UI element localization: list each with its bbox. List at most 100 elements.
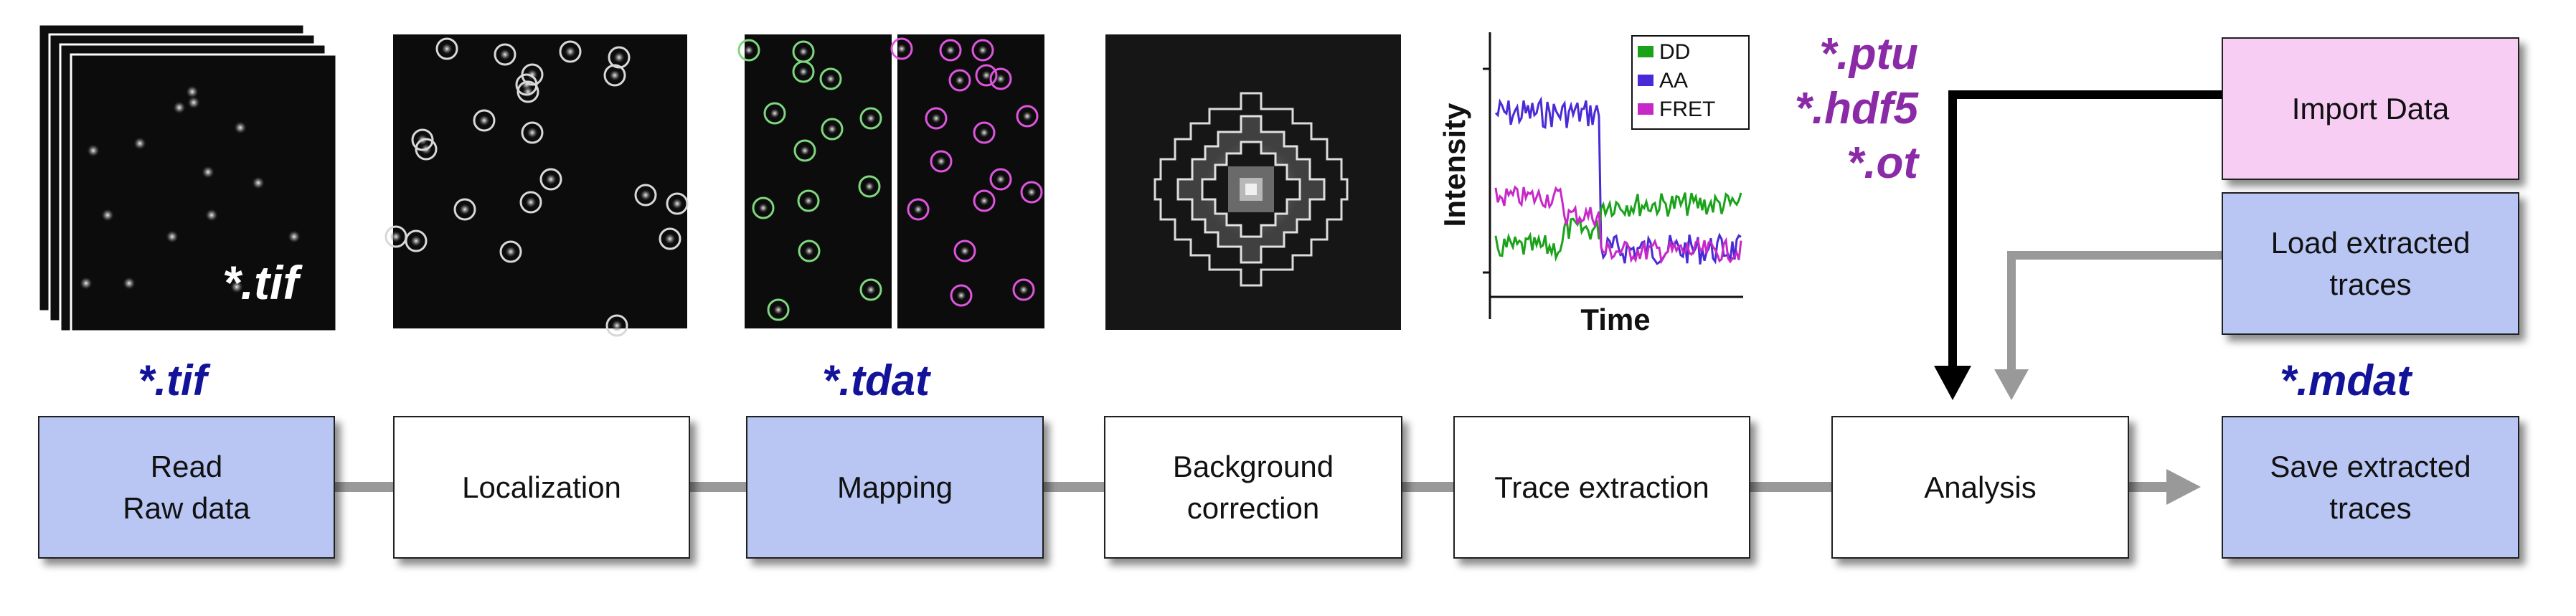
read-raw-data-step: Read Raw data	[38, 416, 335, 559]
localization-circle	[453, 198, 476, 221]
acceptor-spots	[897, 44, 1037, 300]
acceptor-circle	[907, 198, 930, 221]
analysis-step: Analysis	[1831, 416, 2129, 559]
donor-circle	[752, 196, 775, 219]
fluorescent-spot	[230, 280, 243, 293]
fluorescent-spot	[459, 204, 471, 215]
fluorescent-spot	[187, 96, 200, 109]
mdat-extension: *.mdat	[2280, 356, 2412, 404]
fluorescent-spot	[773, 305, 783, 315]
localization-circle	[499, 240, 522, 263]
fluorescent-spot	[864, 181, 874, 191]
fluorescent-spot	[1027, 187, 1037, 197]
fluorescent-spot	[252, 176, 265, 189]
acceptor-circle	[939, 39, 962, 62]
localization-circle	[405, 229, 428, 252]
localization-circle	[666, 192, 689, 215]
trace-extraction-step: Trace extraction	[1453, 416, 1750, 559]
localization-circle	[608, 46, 631, 69]
fluorescent-spot	[390, 231, 402, 242]
tif-extension: *.tif	[138, 356, 207, 404]
fluorescent-spot	[770, 108, 780, 118]
donor-circle	[767, 298, 790, 321]
fluorescent-spot	[931, 113, 941, 123]
fluorescent-spot	[527, 69, 538, 80]
mapping-image-acceptor	[890, 34, 1044, 328]
fluorescent-spot	[133, 137, 146, 150]
localization-circles	[384, 37, 689, 337]
localization-circle	[634, 184, 657, 207]
fluorescent-spot	[955, 75, 965, 85]
fluorescent-spot	[205, 209, 218, 222]
donor-spots	[744, 45, 876, 315]
donor-circle	[763, 102, 786, 125]
fluorescent-spot	[545, 174, 557, 185]
fluorescent-spot	[913, 204, 923, 214]
import-arrowhead	[1934, 366, 1971, 400]
fluorescent-spot	[525, 196, 537, 208]
legend-swatch-aa	[1638, 75, 1653, 86]
localization-circle	[539, 168, 562, 191]
fluorescent-spot	[956, 290, 966, 300]
background-correction-step: Background correction	[1104, 416, 1402, 559]
fluorescent-spot	[803, 196, 813, 206]
acceptor-circle	[989, 67, 1012, 90]
donor-circles	[737, 39, 882, 321]
trace-aa	[1494, 96, 1742, 265]
fluorescent-spot	[979, 196, 989, 206]
donor-circle	[859, 107, 882, 130]
fluorescent-spot	[234, 121, 247, 134]
stack-frame-1	[70, 53, 338, 333]
import-data-box: Import Data	[2222, 37, 2519, 180]
ptu-extension: *.ptu	[1819, 29, 1918, 79]
load-extracted-traces-box: Load extracted traces	[2222, 192, 2519, 335]
legend-label-dd: DD	[1659, 40, 1690, 64]
mapping-step: Mapping	[746, 416, 1044, 559]
localization-spots	[390, 43, 683, 331]
fluorescent-spot	[798, 67, 808, 77]
trace-series-lines	[1494, 96, 1742, 265]
localization-circle	[605, 314, 628, 337]
legend-swatch-dd	[1638, 46, 1653, 57]
center-spot-pixels	[1228, 166, 1274, 212]
fluorescent-spot	[441, 43, 453, 55]
raw-data-stack	[37, 23, 338, 333]
outer-mask	[1153, 92, 1349, 287]
load-arrow	[2007, 251, 2222, 369]
fluorescent-spot	[202, 166, 214, 179]
fluorescent-spot	[981, 70, 991, 80]
donor-circle	[737, 39, 760, 62]
fluorescent-spot	[671, 198, 683, 209]
tif-overlay-label: *.tif	[222, 256, 299, 309]
mapping-image-donor	[737, 34, 892, 328]
localization-circle	[521, 121, 544, 144]
fluorescent-spot	[609, 70, 621, 81]
fluorescent-spot	[945, 45, 956, 55]
fluorescent-spot	[166, 230, 179, 243]
fluorescent-spot	[866, 113, 876, 123]
acceptor-circle	[973, 189, 996, 212]
fluorescent-spot	[866, 285, 876, 295]
fluorescent-spot	[826, 74, 836, 84]
acceptor-circle	[1016, 105, 1039, 128]
fluorescent-spot	[478, 115, 490, 126]
acceptor-circle	[890, 37, 913, 60]
fluorescent-spot	[611, 320, 623, 331]
ot-extension: *.ot	[1846, 138, 1918, 188]
fluorescent-spot	[800, 146, 810, 156]
localization-circle	[494, 43, 516, 66]
raw-image-spots	[80, 85, 301, 293]
hdf5-extension: *.hdf5	[1794, 84, 1918, 133]
localization-step: Localization	[393, 416, 690, 559]
fluorescent-spot	[527, 127, 538, 138]
fluorescent-spot	[758, 203, 768, 213]
acceptor-circle	[1020, 181, 1043, 204]
chart-y-label: Intensity	[1438, 103, 1471, 227]
fluorescent-spot	[565, 46, 576, 57]
acceptor-circle	[1012, 278, 1035, 301]
legend-label-fret: FRET	[1659, 98, 1715, 121]
fluorescent-spot	[288, 230, 301, 243]
localization-circle	[519, 191, 542, 214]
donor-circle	[819, 67, 842, 90]
